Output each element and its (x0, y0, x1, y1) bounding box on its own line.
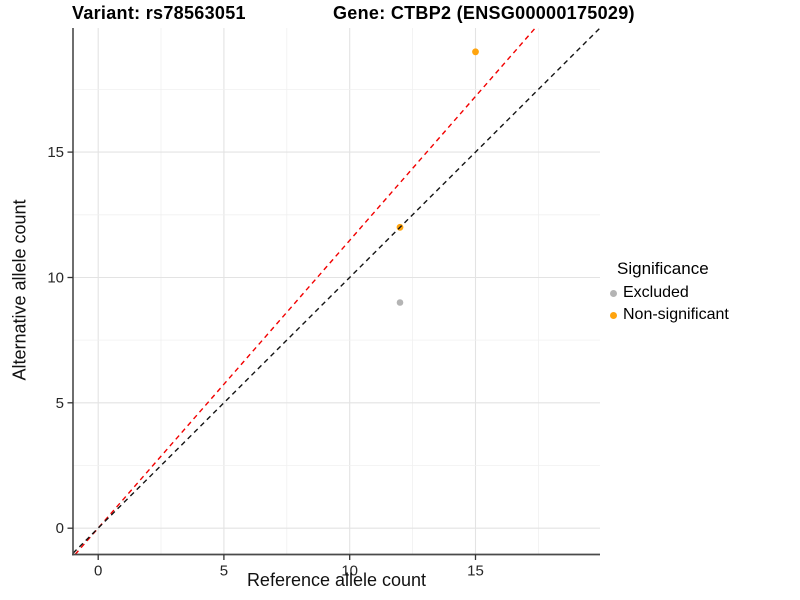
y-tick-label: 15 (47, 144, 64, 161)
identity-line (72, 27, 601, 554)
y-tick-label: 10 (47, 270, 64, 287)
legend-item-label: Non-significant (623, 306, 729, 323)
excluded-dot-icon (610, 289, 617, 297)
non-significant-dot-icon (610, 311, 617, 319)
plot-title-variant: Variant: rs78563051 (72, 3, 246, 23)
y-tick-label: 5 (56, 395, 64, 412)
plot-title-gene: Gene: CTBP2 (ENSG00000175029) (333, 3, 635, 23)
x-tick-label: 0 (94, 563, 102, 580)
x-tick-label: 10 (341, 563, 358, 580)
legend-item-excluded: Excluded (610, 282, 729, 304)
data-point-non-significant (472, 48, 479, 56)
y-axis-title: Alternative allele count (9, 199, 30, 381)
y-tick-label: 0 (56, 520, 64, 537)
legend-title: Significance (617, 259, 709, 278)
legend-item-label: Excluded (623, 284, 689, 301)
legend: Significance Excluded Non-significant (610, 259, 729, 326)
data-point-excluded (396, 299, 404, 306)
legend-item-non-significant: Non-significant (610, 304, 729, 326)
ratio-line (74, 27, 536, 555)
x-axis-title: Reference allele count (246, 570, 427, 590)
x-tick-label: 15 (467, 563, 484, 580)
x-tick-label: 5 (220, 563, 228, 580)
